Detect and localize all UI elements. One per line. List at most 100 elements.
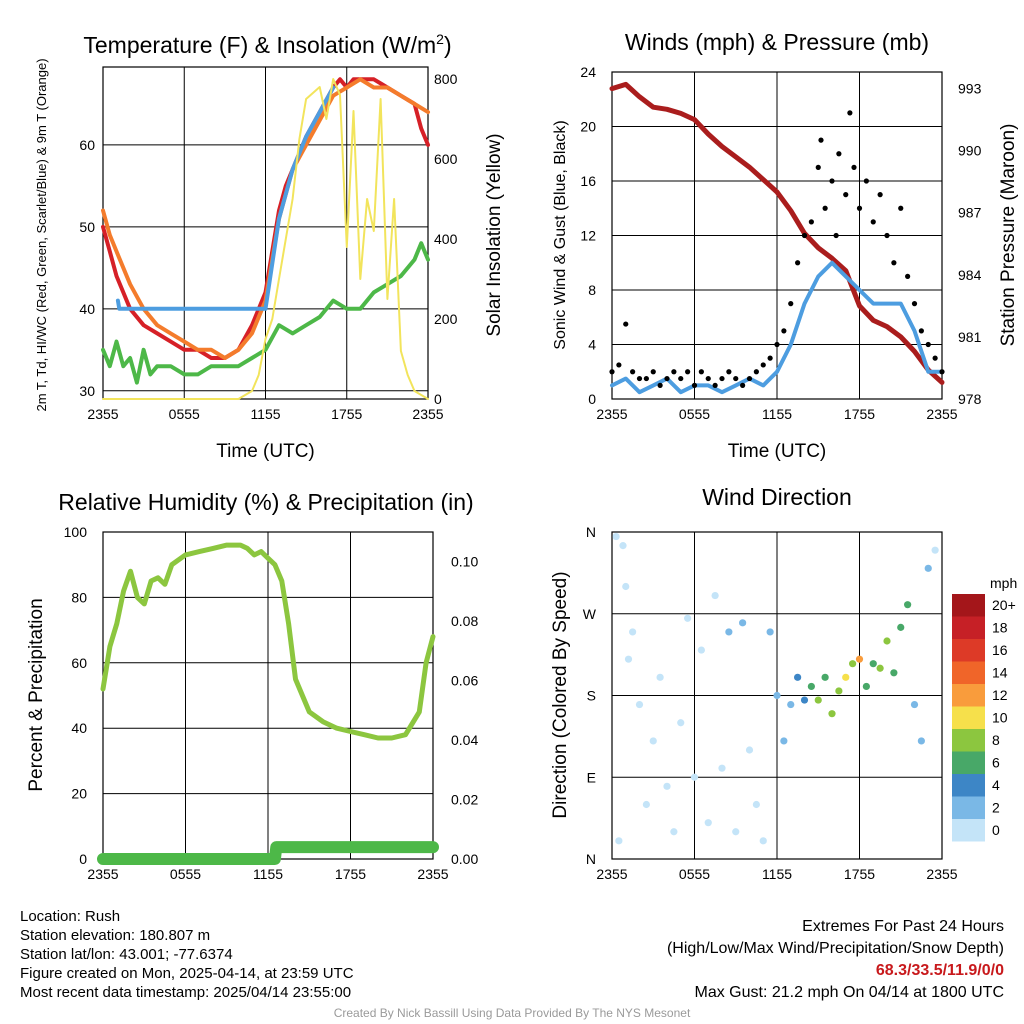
x-tick-label: 2355 xyxy=(596,866,627,882)
gust-point xyxy=(795,260,801,266)
y-tick-label-right: 0.10 xyxy=(451,554,478,570)
series-line-4 xyxy=(102,78,429,400)
direction-point xyxy=(725,628,733,636)
legend-label: 14 xyxy=(992,665,1008,681)
x-tick-label: 1755 xyxy=(331,406,362,422)
direction-point xyxy=(635,700,644,709)
y-tick-label-left: 4 xyxy=(588,337,596,353)
legend-label: 2 xyxy=(992,800,1000,816)
gust-point xyxy=(918,328,924,334)
direction-point xyxy=(663,782,671,790)
extremes-subtitle: (High/Low/Max Wind/Precipitation/Snow De… xyxy=(666,940,1004,957)
direction-point xyxy=(862,682,870,691)
legend-swatch xyxy=(952,706,985,729)
direction-point xyxy=(794,673,802,681)
direction-point xyxy=(807,682,815,691)
direction-point xyxy=(656,673,664,681)
recent-text: Most recent data timestamp: 2025/04/14 2… xyxy=(20,984,352,1001)
gust-point xyxy=(905,273,911,279)
x-tick-label: 2355 xyxy=(596,406,627,422)
legend-label: 16 xyxy=(992,642,1008,658)
gust-point xyxy=(740,382,746,388)
legend-swatch xyxy=(952,639,985,662)
legend-swatch xyxy=(952,684,985,707)
gust-point xyxy=(884,232,890,239)
gust-point xyxy=(843,192,849,198)
direction-point xyxy=(732,828,740,836)
y-tick-label-left: 20 xyxy=(71,786,87,802)
x-tick-label: 1755 xyxy=(844,866,875,882)
direction-point xyxy=(931,546,939,554)
gust-point xyxy=(833,232,839,239)
y-tick-label-right: 978 xyxy=(958,391,982,407)
direction-point xyxy=(670,828,678,836)
x-tick-label: 1755 xyxy=(335,866,366,882)
gust-point xyxy=(678,375,684,382)
station-info: Location: Rush Station elevation: 180.80… xyxy=(20,907,354,1002)
chart-title: Relative Humidity (%) & Precipitation (i… xyxy=(58,489,473,515)
legend-label: 0 xyxy=(992,822,1000,838)
gust-point xyxy=(705,375,711,382)
y-tick-label-right: 400 xyxy=(434,231,458,247)
y-tick-label-right: 987 xyxy=(958,205,982,221)
gust-point xyxy=(847,110,853,116)
series-line-0 xyxy=(101,77,430,360)
gust-point xyxy=(698,369,704,375)
y-tick-label-left: 20 xyxy=(580,119,596,135)
gust-point xyxy=(932,355,938,361)
y-tick-label-left: N xyxy=(586,524,596,540)
series-line-0 xyxy=(609,81,945,385)
direction-point xyxy=(612,532,620,541)
y-tick-label-right: 981 xyxy=(958,329,982,345)
y-tick-label-left: 30 xyxy=(79,383,95,399)
latlon-text: Station lat/lon: 43.001; -77.6374 xyxy=(20,946,233,963)
gust-point xyxy=(856,205,863,211)
gust-point xyxy=(760,362,766,368)
gust-point xyxy=(829,178,835,184)
y-tick-label-right: 0 xyxy=(434,391,442,407)
direction-point xyxy=(876,664,884,672)
gust-point xyxy=(788,301,794,307)
y-tick-label-right: 800 xyxy=(434,71,458,87)
direction-point xyxy=(677,719,685,727)
max-gust-text: Max Gust: 21.2 mph On 04/14 at 1800 UTC xyxy=(694,984,1005,1001)
y-tick-label-left: N xyxy=(586,851,596,867)
legend-label: 4 xyxy=(992,777,1000,793)
y-tick-label-right: 0.00 xyxy=(451,851,478,867)
direction-point xyxy=(697,646,705,654)
y-tick-label-right: 990 xyxy=(958,143,982,159)
direction-point xyxy=(766,628,774,636)
gust-point xyxy=(815,164,821,170)
series-line-1 xyxy=(97,841,439,865)
gust-point xyxy=(836,151,842,157)
gust-point xyxy=(643,375,649,382)
legend-swatch xyxy=(952,774,985,797)
legend-label: 10 xyxy=(992,710,1008,726)
direction-point xyxy=(711,591,719,600)
direction-point xyxy=(869,660,877,668)
y-tick-label-left: 60 xyxy=(71,655,87,671)
gust-point xyxy=(822,205,828,211)
direction-point xyxy=(904,601,912,609)
direction-point xyxy=(924,564,932,572)
x-tick-label: 1155 xyxy=(762,866,792,882)
y-tick-label-left: E xyxy=(587,769,596,785)
direction-point xyxy=(855,655,864,663)
y-tick-label-right: 0.04 xyxy=(451,732,478,748)
gust-point xyxy=(801,232,808,239)
chart-title: Wind Direction xyxy=(702,484,852,510)
direction-point xyxy=(910,700,919,709)
direction-point xyxy=(704,819,712,827)
y-axis-label-left: Percent & Precipitation xyxy=(26,598,47,791)
gust-point xyxy=(781,328,787,334)
x-tick-label: 1155 xyxy=(250,406,280,422)
legend-swatch xyxy=(952,819,985,842)
x-tick-label: 2355 xyxy=(926,866,957,882)
y-tick-label-left: 16 xyxy=(580,173,596,189)
y-tick-label-left: 60 xyxy=(79,137,95,153)
y-tick-label-left: 24 xyxy=(580,64,596,80)
y-axis-label: Direction (Colored By Speed) xyxy=(550,571,571,818)
legend-swatch xyxy=(952,616,985,639)
